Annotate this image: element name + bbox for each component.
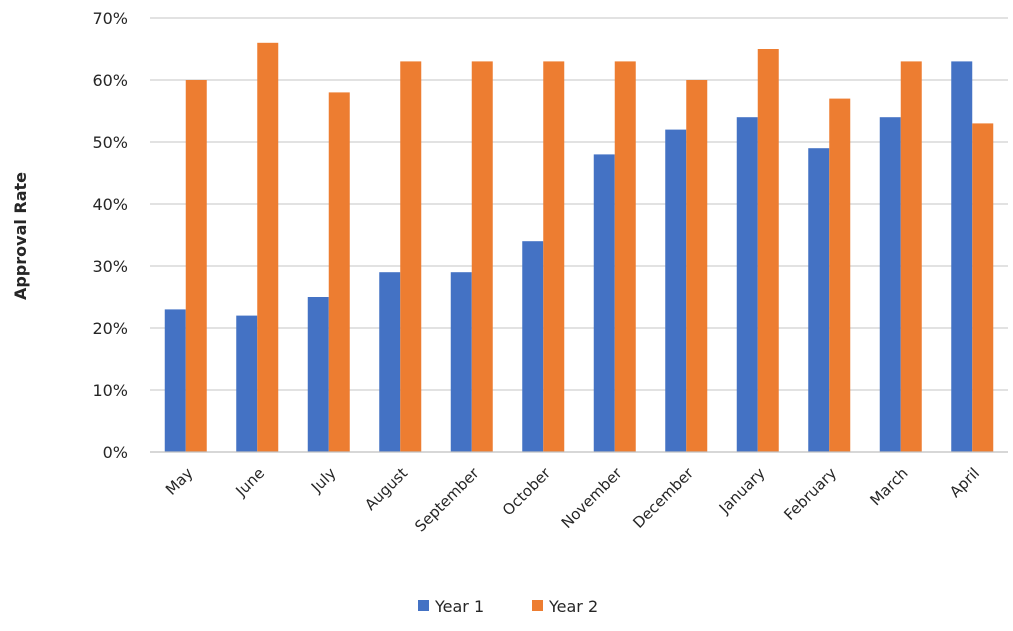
x-tick-label: February [780, 464, 840, 524]
x-tick-label: September [411, 464, 483, 536]
y-tick-label: 60% [92, 71, 128, 90]
bar-year-2-november [614, 61, 636, 453]
y-tick-label: 40% [92, 195, 128, 214]
y-axis-title: Approval Rate [11, 172, 30, 300]
bar-year-1-july [307, 297, 329, 452]
bar-year-1-january [736, 117, 758, 452]
bar-year-1-december [665, 129, 687, 452]
bar-year-2-june [257, 42, 279, 453]
bar-year-2-december [686, 80, 708, 452]
x-tick-label: March [867, 464, 912, 509]
bar-year-2-may [185, 80, 207, 452]
legend-item-year-1: Year 1 [418, 597, 484, 616]
legend-label: Year 2 [548, 597, 598, 616]
legend-swatch [532, 600, 543, 611]
bar-year-2-october [543, 61, 565, 453]
y-tick-label: 20% [92, 319, 128, 338]
bar-year-1-february [808, 148, 830, 452]
y-tick-label: 0% [103, 443, 128, 462]
bar-year-1-september [450, 272, 472, 452]
x-tick-label: January [715, 464, 769, 518]
legend-swatch [418, 600, 429, 611]
bar-year-1-june [236, 315, 258, 452]
bar-year-2-august [400, 61, 422, 453]
x-tick-label: June [232, 464, 269, 501]
y-tick-label: 10% [92, 381, 128, 400]
bar-year-1-april [951, 61, 973, 453]
x-tick-label: August [361, 464, 411, 514]
x-tick-label: April [946, 464, 983, 501]
x-axis-category-labels: May June July August September October Novembe… [162, 464, 983, 536]
y-tick-label: 70% [92, 9, 128, 28]
x-tick-label: May [162, 464, 197, 499]
bar-year-2-january [757, 49, 779, 452]
bar-year-1-october [522, 241, 544, 452]
bar-year-2-february [829, 98, 851, 452]
x-tick-label: November [558, 464, 626, 532]
bars [164, 42, 994, 453]
bar-year-2-september [471, 61, 493, 453]
y-axis-ticks: 0% 10% 20% 30% 40% 50% 60% 70% [92, 9, 128, 462]
y-tick-label: 30% [92, 257, 128, 276]
gridlines [150, 17, 1008, 391]
bar-year-1-november [593, 154, 615, 452]
bar-year-1-august [379, 272, 401, 452]
bar-year-1-march [879, 117, 901, 452]
legend-label: Year 1 [434, 597, 484, 616]
x-tick-label: July [307, 464, 340, 497]
legend-item-year-2: Year 2 [532, 597, 598, 616]
x-tick-label: October [499, 464, 555, 520]
bar-year-2-april [972, 123, 994, 453]
bar-year-1-may [164, 309, 186, 452]
y-tick-label: 50% [92, 133, 128, 152]
bar-year-2-march [900, 61, 922, 453]
legend: Year 1 Year 2 [418, 597, 598, 616]
bar-year-2-july [328, 92, 350, 453]
x-tick-label: December [629, 464, 697, 532]
